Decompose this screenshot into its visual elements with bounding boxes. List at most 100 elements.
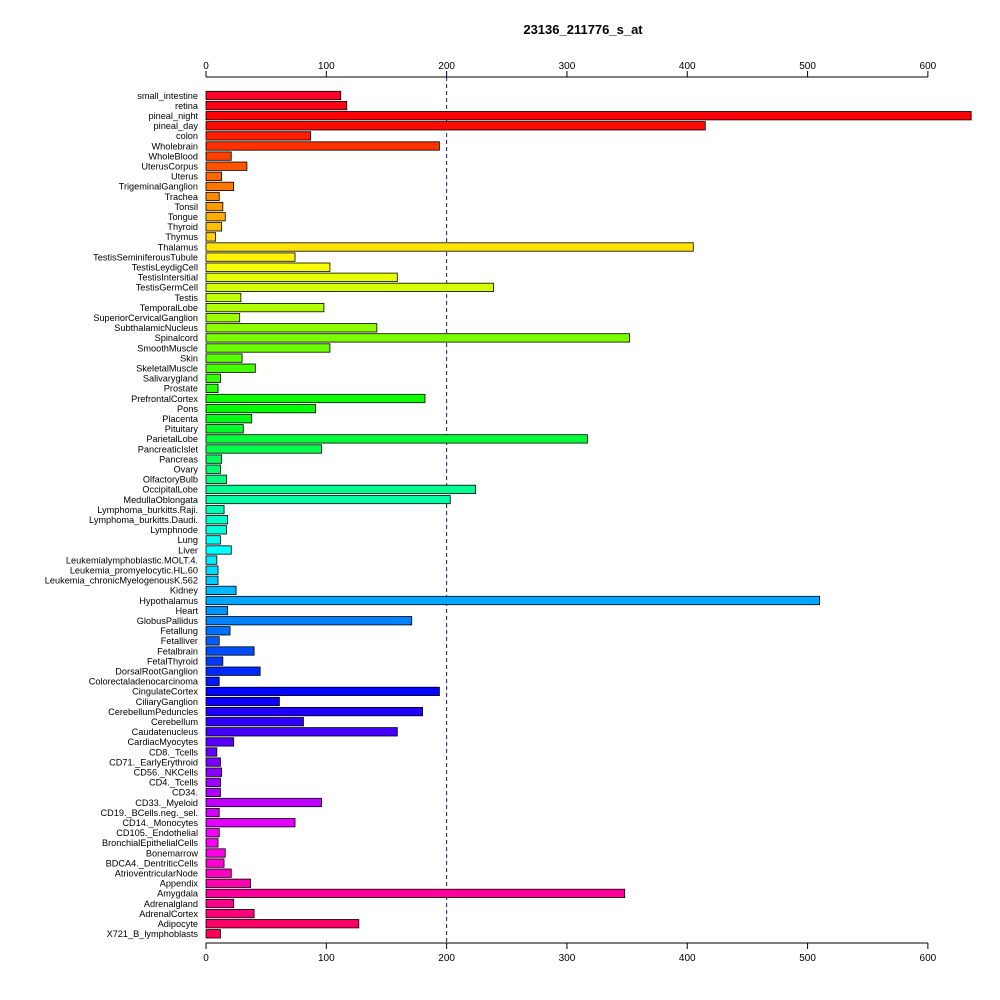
- bar: [205, 878, 251, 888]
- category-label: Kidney: [170, 586, 198, 596]
- bar: [205, 232, 217, 242]
- bar: [205, 525, 227, 535]
- category-label: Tonsil: [175, 202, 199, 212]
- category-label: TestisIntersitial: [138, 273, 198, 283]
- bar: [205, 504, 225, 515]
- bar: [205, 444, 322, 454]
- category-label: CD105._Endothelial: [116, 828, 198, 838]
- tick-label-top: 500: [799, 61, 816, 72]
- bar: [205, 656, 224, 666]
- bar: [205, 757, 221, 767]
- bar: [205, 181, 235, 191]
- category-label: Appendix: [160, 879, 199, 889]
- category-label: Fetallung: [160, 626, 198, 636]
- category-label: Heart: [176, 606, 199, 616]
- category-label: TemporalLobe: [140, 303, 198, 313]
- bar: [205, 292, 242, 303]
- bar: [205, 636, 220, 646]
- bar: [205, 313, 241, 323]
- category-label: Lung: [178, 535, 198, 545]
- bar: [205, 595, 821, 606]
- category-label: CD4._Tcells: [149, 778, 198, 788]
- bar: [205, 141, 440, 151]
- bar: [205, 646, 255, 656]
- bars: [205, 90, 972, 939]
- category-label: CerebellumPeduncles: [108, 707, 198, 717]
- bar: [205, 201, 224, 212]
- bar: [205, 131, 312, 141]
- category-label: Thyroid: [167, 222, 198, 232]
- category-label: BronchialEpithelialCells: [102, 838, 198, 848]
- category-label: small_intestine: [137, 91, 198, 101]
- bar: [205, 858, 225, 868]
- category-label: CD19._BCells.neg._sel.: [100, 808, 198, 818]
- category-labels: small_intestineretinapineal_nightpineal_…: [45, 91, 199, 939]
- bar: [205, 767, 223, 777]
- category-label: Pons: [177, 404, 198, 414]
- bar: [205, 828, 220, 838]
- tick-label-top: 0: [203, 61, 209, 72]
- category-label: Lymphnode: [150, 525, 198, 535]
- bar: [205, 696, 280, 707]
- bar: [205, 353, 243, 363]
- bar: [205, 464, 221, 474]
- category-label: CD33._Myeloid: [135, 798, 198, 808]
- bar: [205, 373, 221, 383]
- category-label: Amygdala: [157, 889, 199, 899]
- bar: [205, 727, 398, 737]
- bar: [205, 434, 588, 444]
- bar: [205, 818, 296, 828]
- bar: [205, 868, 232, 878]
- category-label: CD14._Monocytes: [122, 818, 198, 828]
- bar: [205, 929, 221, 939]
- category-label: TestisSeminiferousTubule: [93, 252, 198, 262]
- category-label: FetalThyroid: [147, 656, 198, 666]
- bar: [205, 111, 972, 121]
- bar: [205, 797, 322, 808]
- bar: [205, 919, 360, 929]
- category-label: GlobusPallidus: [137, 616, 199, 626]
- category-label: BDCA4._DentriticCells: [106, 858, 199, 868]
- bar: [205, 777, 221, 787]
- category-label: Skin: [180, 353, 198, 363]
- bar: [205, 171, 223, 181]
- tick-label-bottom: 600: [920, 953, 937, 964]
- category-label: CD34.: [172, 788, 198, 798]
- category-label: pineal_day: [154, 121, 199, 131]
- bar: [205, 494, 451, 505]
- category-label: SkeletalMuscle: [136, 364, 198, 374]
- bar: [205, 575, 219, 585]
- tick-label-top: 300: [559, 61, 576, 72]
- category-label: Fetalbrain: [157, 646, 198, 656]
- tick-label-bottom: 200: [438, 953, 455, 964]
- category-label: Ovary: [173, 465, 198, 475]
- category-label: Wholebrain: [152, 141, 198, 151]
- bar: [205, 616, 413, 626]
- category-label: Thymus: [165, 232, 198, 242]
- bar: [205, 414, 253, 424]
- bar: [205, 717, 304, 727]
- category-label: colon: [176, 131, 198, 141]
- bar: [205, 848, 226, 858]
- bar: [205, 161, 248, 171]
- bar: [205, 686, 440, 697]
- bar: [205, 323, 378, 333]
- category-label: Pituitary: [165, 424, 199, 434]
- bar: [205, 545, 232, 555]
- category-label: Testis: [175, 293, 199, 303]
- bar: [205, 121, 706, 131]
- category-label: Liver: [178, 545, 198, 555]
- bar: [205, 282, 494, 293]
- category-label: Thalamus: [158, 242, 199, 252]
- category-label: Lymphoma_burkitts.Raji.: [97, 505, 198, 515]
- category-label: WholeBlood: [148, 151, 198, 161]
- category-label: SubthalamicNucleus: [114, 323, 198, 333]
- category-label: ParietalLobe: [146, 434, 198, 444]
- bar: [205, 242, 694, 252]
- tick-label-top: 100: [318, 61, 335, 72]
- category-label: Prostate: [164, 384, 198, 394]
- category-label: AtrioventricularNode: [115, 869, 198, 879]
- bar: [205, 838, 219, 848]
- bar: [205, 585, 237, 596]
- bar: [205, 888, 626, 899]
